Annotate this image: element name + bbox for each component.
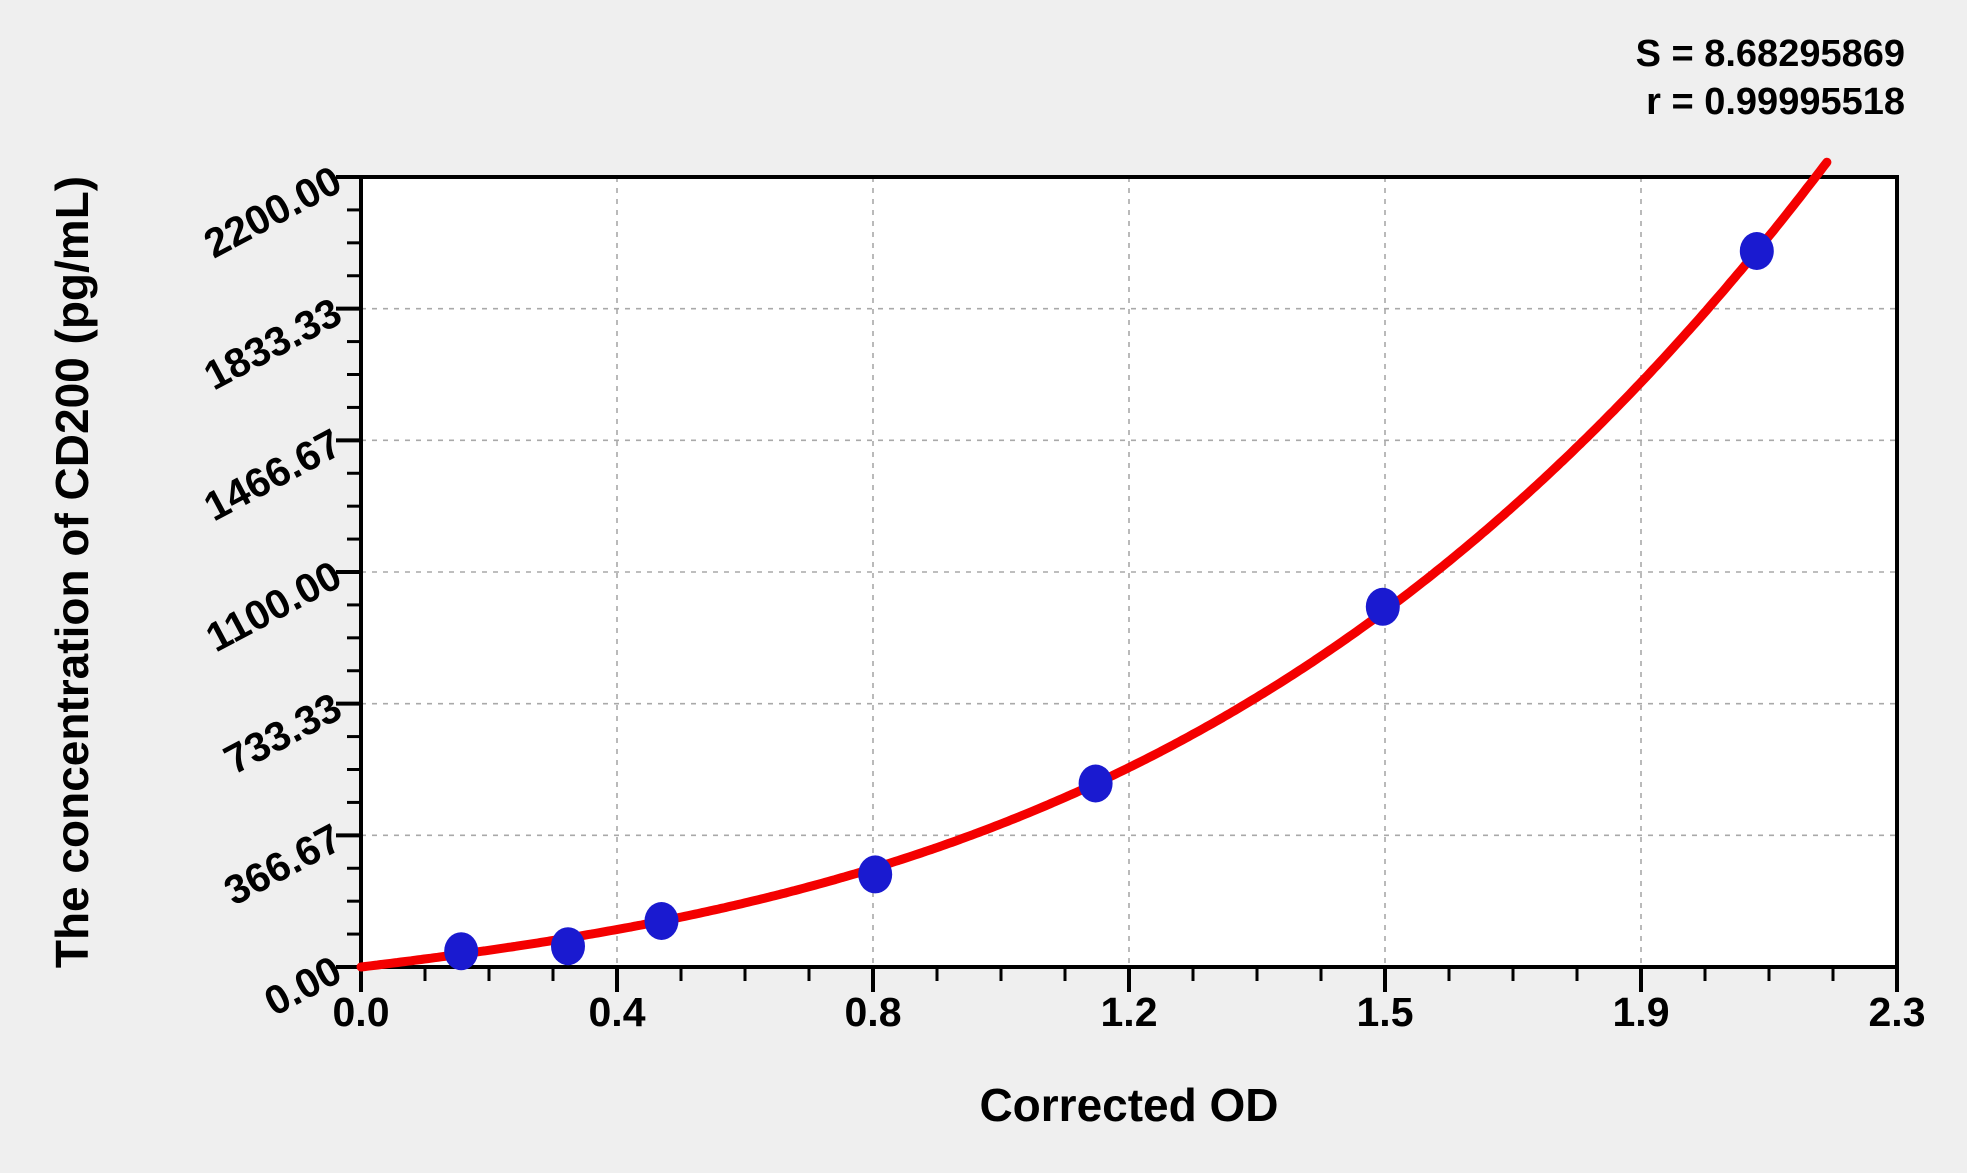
plot-border bbox=[359, 175, 1899, 969]
data-point bbox=[444, 932, 479, 971]
data-point bbox=[551, 927, 585, 966]
y-axis-title: The concentration of CD200 (pg/mL) bbox=[46, 175, 98, 969]
data-point bbox=[1365, 587, 1400, 626]
x-tick-label: 1.5 bbox=[1356, 989, 1414, 1035]
data-point bbox=[1078, 764, 1113, 803]
x-axis-title: Corrected OD bbox=[979, 1079, 1279, 1131]
x-tick-label: 0.8 bbox=[844, 989, 902, 1035]
x-tick-label: 0.0 bbox=[332, 989, 390, 1035]
data-point bbox=[858, 855, 893, 894]
fit-statistics: S = 8.68295869 r = 0.99995518 bbox=[1636, 30, 1905, 126]
r-value-label: r = 0.99995518 bbox=[1646, 81, 1905, 123]
data-point bbox=[1739, 232, 1774, 270]
s-value-label: S = 8.68295869 bbox=[1635, 33, 1905, 75]
x-tick-label: 1.2 bbox=[1100, 989, 1158, 1035]
data-point bbox=[644, 902, 679, 940]
x-tick-label: 2.3 bbox=[1868, 989, 1926, 1035]
x-tick-label: 0.4 bbox=[588, 989, 646, 1035]
x-tick-label: 1.9 bbox=[1612, 989, 1670, 1035]
